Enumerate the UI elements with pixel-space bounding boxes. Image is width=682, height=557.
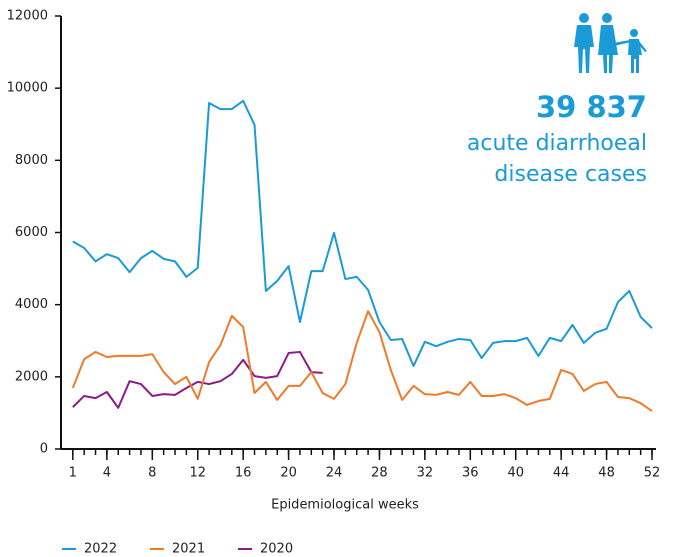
x-tick-label: 40 <box>507 466 524 481</box>
x-tick-label: 24 <box>326 466 343 481</box>
annotation-text: acute diarrhoeal <box>467 131 647 156</box>
legend-label: 2020 <box>260 542 293 557</box>
x-tick-label: 32 <box>417 466 434 481</box>
x-tick-label: 8 <box>148 466 156 481</box>
x-tick-label: 48 <box>598 466 615 481</box>
x-tick-label: 4 <box>103 466 111 481</box>
y-tick-label: 12000 <box>7 9 48 24</box>
annotation-text: disease cases <box>494 162 647 187</box>
x-axis-label: Epidemiological weeks <box>271 498 419 513</box>
x-tick-label: 12 <box>189 466 206 481</box>
series-line <box>72 99 653 368</box>
y-tick-label: 4000 <box>15 297 48 312</box>
y-tick-label: 6000 <box>15 225 48 240</box>
x-tick-label: 36 <box>462 466 479 481</box>
x-tick-label: 1 <box>69 466 77 481</box>
series-line <box>72 350 323 409</box>
x-tick-label: 52 <box>644 466 661 481</box>
x-tick-label: 28 <box>371 466 388 481</box>
annotation-value: 39 837 <box>536 90 647 124</box>
people-icon <box>574 13 647 73</box>
series-line <box>71 310 653 412</box>
y-tick-label: 10000 <box>7 81 48 96</box>
y-tick-label: 8000 <box>15 153 48 168</box>
legend-label: 2021 <box>172 542 205 557</box>
x-tick-label: 20 <box>280 466 297 481</box>
x-tick-label: 44 <box>553 466 570 481</box>
y-tick-label: 2000 <box>15 369 48 384</box>
y-tick-label: 0 <box>40 442 48 457</box>
x-tick-label: 16 <box>235 466 252 481</box>
legend-label: 2022 <box>84 542 117 557</box>
